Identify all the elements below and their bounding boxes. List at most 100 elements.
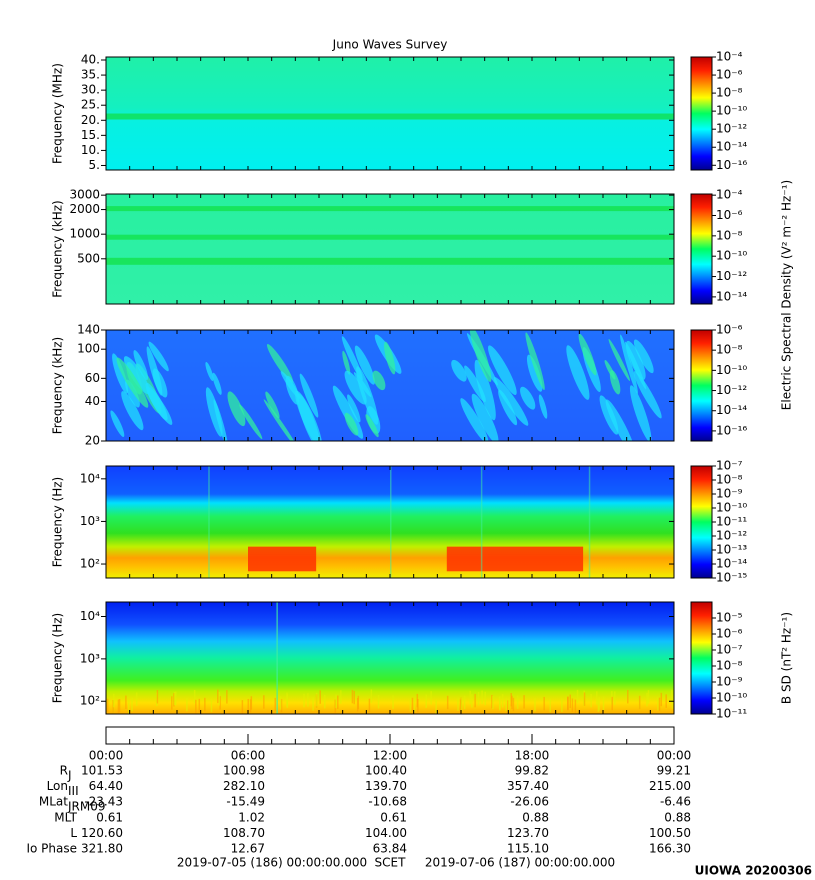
emission-band (106, 113, 674, 120)
colorbar-tick-label: 10⁻⁸ (716, 659, 743, 673)
noise-strip (286, 692, 288, 707)
ephemeris-value: 64.40 (89, 779, 123, 793)
y-tick-label: 10. (81, 143, 100, 157)
noise-strip (638, 695, 641, 710)
emission-streak (353, 372, 372, 398)
y-tick-label: 10³ (80, 651, 100, 665)
noise-strip (195, 699, 197, 714)
emission-streak (609, 370, 621, 395)
ephemeris-name: MLT (54, 810, 77, 824)
noise-strip (596, 691, 598, 705)
emission-band (106, 257, 674, 265)
noise-strip (512, 697, 515, 712)
emission-streak (526, 354, 543, 392)
emission-streak (280, 371, 301, 399)
y-tick-label: 35. (81, 68, 100, 82)
noise-strip (118, 699, 121, 713)
spectrogram-background (106, 194, 674, 304)
time-label: 18:00 (515, 749, 550, 763)
colorbar-label: B SD (nT² Hz⁻¹) (780, 612, 794, 704)
y-tick-label: 3000 (69, 188, 100, 202)
colorbar-tick-label: 10⁻⁸ (716, 86, 743, 100)
emission-line (208, 466, 210, 578)
ephemeris-value: 100.98 (223, 764, 265, 778)
noise-strip (658, 697, 661, 712)
noise-strip (543, 696, 545, 711)
colorbar-tick-label: 10⁻⁹ (716, 487, 743, 501)
noise-strip (571, 698, 574, 712)
noise-strip (484, 691, 487, 706)
noise-strip (241, 700, 244, 714)
y-tick-label: 10² (80, 694, 100, 708)
noise-strip (511, 695, 513, 710)
emission-streak (263, 399, 298, 441)
ephemeris-value: 0.61 (380, 810, 407, 824)
colorbar (690, 329, 713, 442)
noise-strip (491, 694, 493, 709)
emission-streak (145, 382, 168, 421)
emission-patch (248, 546, 317, 572)
noise-strip (627, 689, 629, 704)
emission-streak (384, 341, 396, 375)
noise-strip (561, 698, 563, 712)
noise-strip (323, 694, 326, 709)
colorbar-tick-label: 10⁻¹⁰ (716, 501, 747, 515)
emission-streak (498, 389, 518, 426)
noise-strip (319, 690, 321, 704)
colorbar-tick-label: 10⁻¹⁶ (716, 423, 747, 437)
ephemeris-value: 101.53 (81, 764, 123, 778)
noise-strip (549, 698, 552, 713)
noise-strip (392, 695, 394, 709)
emission-patch (446, 546, 584, 572)
colorbar-tick-label: 10⁻¹³ (716, 543, 747, 557)
emission-streak (213, 399, 229, 441)
y-tick-label: 25. (81, 98, 100, 112)
noise-strip (469, 690, 471, 705)
emission-streak (471, 393, 499, 441)
footer-label: SCET (375, 856, 407, 870)
noise-strip (351, 689, 354, 704)
ephemeris-name: L (70, 826, 77, 840)
noise-strip (226, 690, 228, 704)
noise-strip (156, 690, 159, 704)
noise-strip (198, 698, 201, 713)
emission-streak (474, 359, 496, 421)
noise-strip (312, 697, 314, 711)
ephemeris-value: 166.30 (649, 842, 691, 856)
emission-streak (205, 387, 223, 437)
noise-strip (353, 690, 355, 705)
emission-streak (469, 330, 492, 383)
y-tick-label: 30. (81, 83, 100, 97)
noise-strip (583, 692, 586, 706)
emission-streak (566, 345, 590, 400)
emission-band (106, 206, 674, 212)
time-label: 00:00 (89, 749, 124, 763)
emission-streak (148, 341, 169, 372)
noise-strip (368, 698, 371, 713)
ephemeris-value: 0.61 (96, 810, 123, 824)
y-tick-label: 5. (89, 158, 100, 172)
noise-strip (435, 700, 437, 714)
ephemeris-value: 139.70 (365, 779, 407, 793)
colorbar (690, 465, 713, 579)
noise-strip (567, 697, 569, 711)
noise-strip (501, 694, 504, 708)
ephemeris-value: -6.46 (660, 795, 691, 809)
colorbar-tick-label: 10⁻⁴ (716, 188, 743, 202)
colorbar-tick-label: 10⁻⁵ (716, 611, 743, 625)
noise-strip (597, 698, 600, 712)
noise-strip (413, 698, 416, 712)
noise-strip (131, 697, 133, 712)
noise-strip (534, 698, 536, 712)
spectrogram (106, 330, 674, 441)
colorbar-tick-label: 10⁻⁶ (716, 323, 743, 337)
emission-streak (344, 412, 359, 436)
emission-streak (266, 344, 294, 383)
time-label: 00:00 (657, 749, 692, 763)
noise-strip (460, 697, 463, 712)
y-tick-label: 15. (81, 128, 100, 142)
noise-strip (274, 697, 276, 712)
noise-strip (657, 697, 659, 711)
colorbar-tick-label: 10⁻¹⁰ (716, 691, 747, 705)
noise-strip (135, 692, 138, 707)
